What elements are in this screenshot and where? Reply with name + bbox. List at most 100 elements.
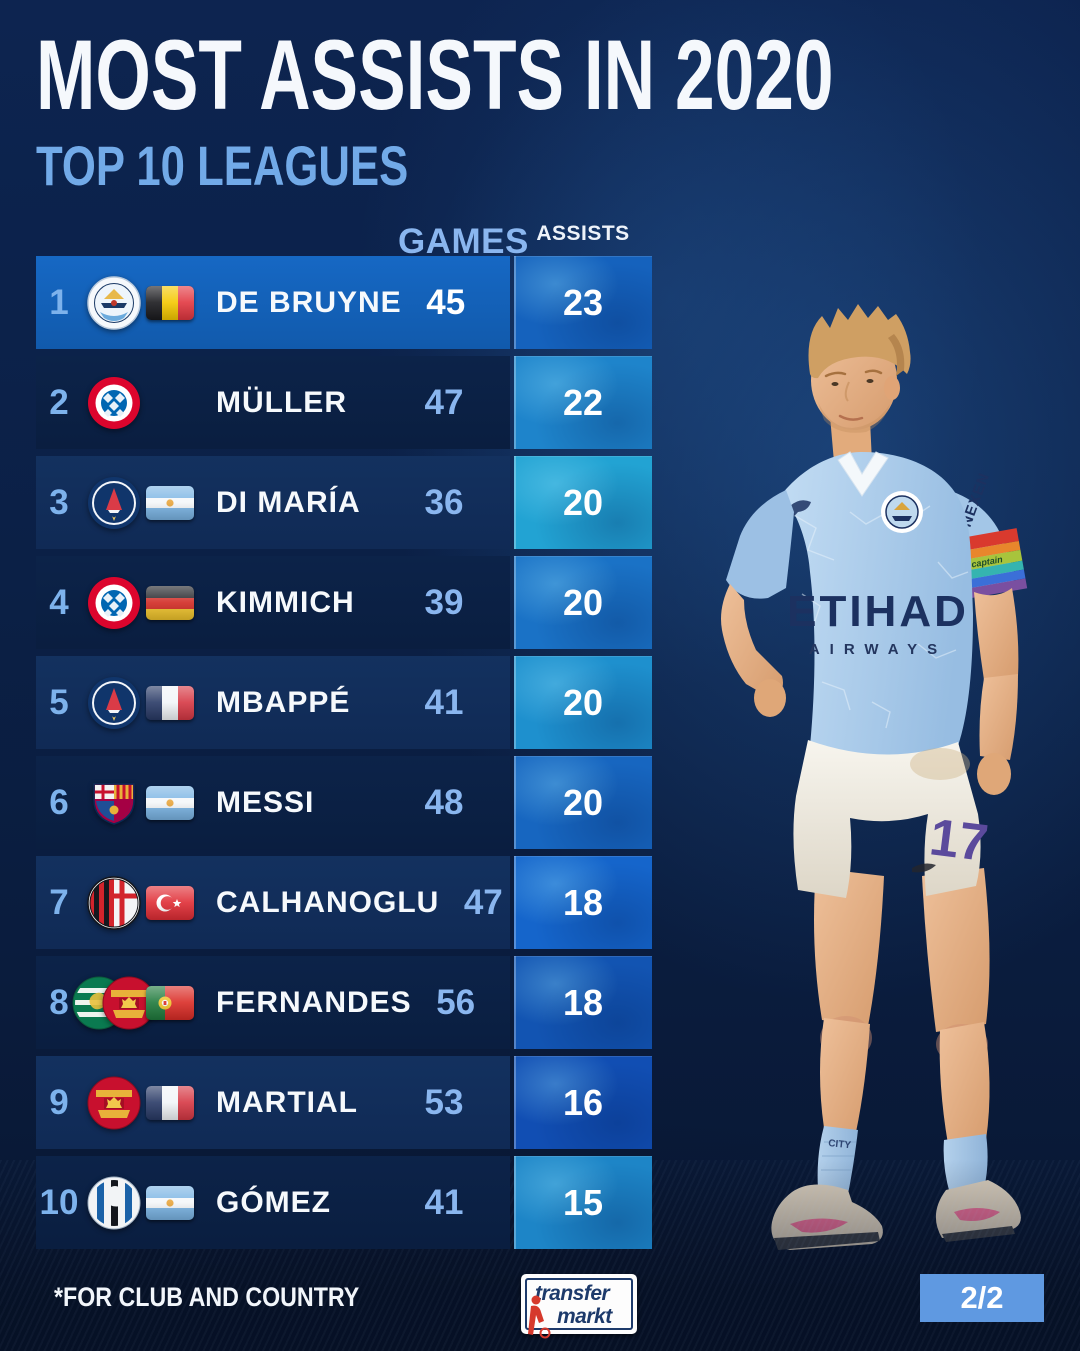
player-name: MARTIAL [216, 1085, 358, 1119]
club-badge-psg-icon [87, 676, 141, 730]
shorts-number-text: 17 [927, 808, 991, 873]
rank-label: 8 [49, 982, 69, 1022]
shorts-puma-logo-icon [912, 863, 936, 873]
assists-value: 23 [562, 281, 604, 323]
flag-slot [146, 1185, 206, 1220]
player-ear [884, 376, 900, 400]
club-badge-ac-milan-icon [87, 875, 141, 930]
assists-value: 18 [562, 881, 604, 923]
player-row-panel: 2 MÜLLER 47 [36, 356, 510, 449]
assists-cell: 23 [514, 256, 652, 349]
assists-value: 20 [562, 681, 604, 723]
club-badge-barcelona-icon [87, 776, 141, 830]
club-badge-bayern-icon [87, 576, 141, 630]
rank-label: 4 [49, 582, 69, 622]
flag-slot [146, 285, 206, 320]
player-name: CALHANOGLU [216, 885, 440, 919]
rankings-table-body: 1 DE BRUYNE 45 23 2 MÜLLER 47 22 3 [36, 256, 652, 1256]
rank-label: 7 [49, 882, 69, 922]
player-name: MESSI [216, 785, 315, 819]
page-title: MOST ASSISTS IN 2020 [36, 19, 834, 130]
player-jersey [782, 452, 973, 761]
assists-cell: 16 [514, 1056, 652, 1149]
flag-france-icon [146, 685, 194, 720]
table-row: 8 FERNANDES 56 18 [36, 956, 652, 1049]
club-badges [82, 776, 146, 830]
player-row-panel: 1 DE BRUYNE 45 [36, 256, 510, 349]
assists-cell: 18 [514, 856, 652, 949]
club-badges [82, 676, 146, 730]
assists-value: 20 [562, 481, 604, 523]
flag-slot [146, 585, 206, 620]
player-hair [808, 304, 911, 379]
flag-argentina-icon [146, 1185, 194, 1220]
transfermarkt-logo-line1: transfer [535, 1282, 610, 1305]
player-right-arm [721, 584, 783, 700]
assists-cell: 20 [514, 456, 652, 549]
player-name: KIMMICH [216, 585, 355, 619]
rank-label: 3 [49, 482, 69, 522]
games-value: 45 [426, 282, 466, 322]
player-eyebrows [824, 369, 883, 378]
jersey-collar [837, 451, 889, 497]
club-badges [82, 376, 146, 430]
table-row: 7 CALHANOGLU 47 18 [36, 856, 652, 949]
assists-cell: 20 [514, 656, 652, 749]
club-badges [82, 275, 146, 330]
player-name: GÓMEZ [216, 1185, 331, 1219]
games-value: 47 [463, 882, 503, 922]
club-badges [72, 976, 156, 1030]
assists-value: 20 [562, 581, 604, 623]
flag-slot [146, 485, 206, 520]
player-right-hand [754, 679, 786, 717]
shorts-mud-stain [910, 748, 970, 780]
player-name: DI MARÍA [216, 485, 361, 519]
transfermarkt-logo-frame: transfer markt [525, 1278, 633, 1339]
table-row: 10 GÓMEZ 41 15 [36, 1156, 652, 1249]
player-right-calf [820, 1018, 870, 1132]
club-badges [82, 1176, 146, 1230]
player-row-panel: 8 FERNANDES 56 [36, 956, 510, 1049]
flag-argentina-icon [146, 785, 194, 820]
club-badges [82, 476, 146, 530]
player-left-thigh [922, 868, 990, 1032]
flag-argentina-icon [146, 485, 194, 520]
footnote: *FOR CLUB AND COUNTRY [54, 1282, 360, 1312]
player-right-thigh [814, 868, 884, 1026]
page-subtitle: TOP 10 LEAGUES [36, 134, 409, 197]
player-eye-right [866, 379, 874, 383]
games-value: 36 [424, 482, 464, 522]
page-indicator: 2/2 [920, 1274, 1044, 1322]
rank-label: 9 [49, 1082, 69, 1122]
flag-slot [146, 1085, 206, 1120]
rank-label: 5 [49, 682, 69, 722]
rank-label: 6 [49, 782, 69, 822]
table-row: 6 MESSI 48 20 [36, 756, 652, 849]
flag-slot [146, 885, 206, 920]
man-city-crest-icon [881, 491, 923, 533]
player-left-upper-arm [974, 588, 1019, 680]
club-badge-man-utd-icon [87, 1076, 141, 1130]
player-row-panel: 4 KIMMICH 39 [36, 556, 510, 649]
games-value: 56 [436, 982, 476, 1022]
table-row: 9 MARTIAL 53 16 [36, 1056, 652, 1149]
player-row-panel: 9 MARTIAL 53 [36, 1056, 510, 1149]
rank-label: 10 [39, 1182, 79, 1222]
sock-brand-text: CITY [828, 1138, 852, 1151]
flag-turkey-icon [146, 885, 194, 920]
player-name: DE BRUYNE [216, 285, 402, 319]
assists-cell: 18 [514, 956, 652, 1049]
player-left-hand [977, 753, 1011, 795]
player-hair-shadow [888, 334, 905, 376]
player-right-sleeve [726, 490, 794, 599]
games-value: 47 [424, 382, 464, 422]
club-badge-man-utd-icon [102, 976, 156, 1030]
player-name: MBAPPÉ [216, 685, 351, 719]
flag-germany-icon [146, 585, 194, 620]
assists-cell: 22 [514, 356, 652, 449]
club-badges [82, 1076, 146, 1130]
table-row: 4 KIMMICH 39 20 [36, 556, 652, 649]
player-nose [844, 381, 850, 402]
player-eye-left [831, 382, 839, 386]
